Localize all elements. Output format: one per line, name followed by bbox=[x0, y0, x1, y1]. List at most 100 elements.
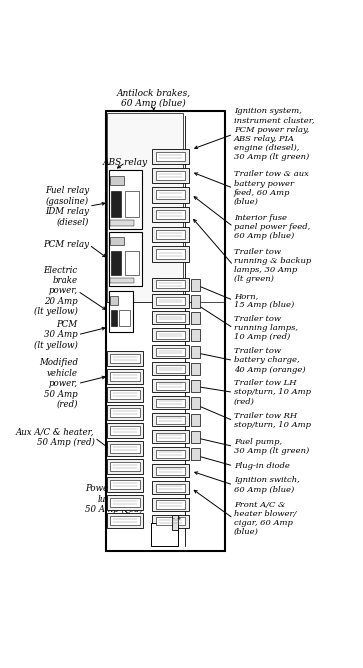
Text: Power seat &
lumbar,
50 Amp (red): Power seat & lumbar, 50 Amp (red) bbox=[85, 484, 143, 514]
Bar bbox=[110, 237, 124, 245]
Bar bbox=[191, 448, 200, 460]
Bar bbox=[110, 297, 118, 305]
Bar bbox=[111, 191, 121, 218]
Bar bbox=[156, 281, 185, 289]
Bar bbox=[156, 152, 185, 161]
Bar bbox=[152, 498, 189, 511]
Bar bbox=[191, 380, 200, 392]
Bar bbox=[125, 191, 139, 218]
Bar bbox=[152, 447, 189, 460]
Bar bbox=[110, 480, 140, 489]
Bar bbox=[110, 426, 140, 435]
Bar bbox=[156, 450, 185, 458]
Bar bbox=[152, 294, 189, 307]
Bar bbox=[110, 354, 140, 363]
Bar bbox=[107, 477, 143, 492]
Bar bbox=[152, 515, 189, 528]
Bar bbox=[152, 168, 189, 183]
Bar bbox=[156, 484, 185, 492]
Bar bbox=[191, 329, 200, 341]
Bar bbox=[156, 433, 185, 441]
Bar bbox=[119, 309, 130, 326]
Bar bbox=[151, 522, 178, 546]
Bar bbox=[107, 113, 183, 303]
Bar bbox=[152, 278, 189, 291]
Bar bbox=[110, 462, 140, 471]
Bar bbox=[152, 345, 189, 359]
Bar bbox=[191, 414, 200, 426]
Bar bbox=[110, 372, 140, 381]
Bar bbox=[152, 396, 189, 409]
Text: Modified
vehicle
power,
50 Amp
(red): Modified vehicle power, 50 Amp (red) bbox=[39, 358, 78, 409]
Bar bbox=[191, 397, 200, 409]
Text: PCM relay: PCM relay bbox=[43, 240, 89, 249]
Bar bbox=[107, 424, 143, 438]
Bar bbox=[152, 226, 189, 242]
Bar bbox=[110, 176, 124, 185]
Bar bbox=[156, 230, 185, 239]
Bar bbox=[125, 250, 139, 275]
Text: PCM
30 Amp
(lt yellow): PCM 30 Amp (lt yellow) bbox=[34, 320, 78, 350]
Bar bbox=[107, 369, 143, 383]
Bar bbox=[191, 295, 200, 307]
Bar bbox=[110, 498, 140, 507]
Bar bbox=[152, 246, 189, 262]
Bar bbox=[111, 250, 121, 275]
Bar bbox=[156, 190, 185, 200]
Bar bbox=[107, 459, 143, 474]
Bar bbox=[109, 232, 142, 286]
Bar bbox=[109, 291, 132, 332]
Text: - +: - + bbox=[174, 516, 182, 522]
Text: Aux A/C & heater,
50 Amp (red): Aux A/C & heater, 50 Amp (red) bbox=[16, 428, 95, 448]
Bar bbox=[191, 346, 200, 359]
Bar bbox=[156, 331, 185, 339]
Text: Fuel relay
(gasoline)
IDM relay
(diesel): Fuel relay (gasoline) IDM relay (diesel) bbox=[45, 186, 89, 226]
Text: Interior fuse
panel power feed,
60 Amp (blue): Interior fuse panel power feed, 60 Amp (… bbox=[234, 214, 310, 240]
Text: Electric
brake
power,
20 Amp
(lt yellow): Electric brake power, 20 Amp (lt yellow) bbox=[34, 266, 78, 317]
Text: Antilock brakes,
60 Amp (blue): Antilock brakes, 60 Amp (blue) bbox=[117, 88, 191, 108]
Bar bbox=[110, 278, 134, 283]
Bar bbox=[152, 311, 189, 325]
Bar bbox=[156, 249, 185, 259]
Bar bbox=[152, 481, 189, 494]
Bar bbox=[152, 362, 189, 375]
Text: Plug-in diode: Plug-in diode bbox=[234, 462, 290, 470]
Bar bbox=[110, 220, 134, 226]
Text: Ignition switch,
60 Amp (blue): Ignition switch, 60 Amp (blue) bbox=[234, 476, 299, 494]
Bar bbox=[156, 348, 185, 356]
Bar bbox=[156, 518, 185, 526]
Bar bbox=[110, 408, 140, 417]
Bar bbox=[110, 516, 140, 525]
Bar bbox=[152, 206, 189, 222]
Bar bbox=[107, 442, 143, 456]
Bar bbox=[110, 390, 140, 399]
Text: Trailer tow RH
stop/turn, 10 Amp: Trailer tow RH stop/turn, 10 Amp bbox=[234, 412, 311, 430]
Bar bbox=[156, 415, 185, 424]
Bar bbox=[107, 387, 143, 401]
Bar bbox=[156, 381, 185, 389]
Bar bbox=[156, 466, 185, 474]
Text: Trailer tow LH
stop/turn, 10 Amp
(red): Trailer tow LH stop/turn, 10 Amp (red) bbox=[234, 379, 311, 405]
Bar bbox=[156, 297, 185, 305]
Bar bbox=[156, 171, 185, 180]
Bar bbox=[156, 365, 185, 373]
Bar bbox=[152, 379, 189, 392]
Bar bbox=[152, 430, 189, 444]
Text: Front A/C &
heater blower/
cigar, 60 Amp
(blue): Front A/C & heater blower/ cigar, 60 Amp… bbox=[234, 500, 296, 536]
Bar bbox=[110, 444, 140, 453]
Bar bbox=[156, 500, 185, 508]
Bar bbox=[172, 515, 178, 530]
Bar bbox=[107, 513, 143, 528]
Bar bbox=[191, 363, 200, 375]
Bar bbox=[152, 413, 189, 426]
Bar bbox=[152, 148, 189, 164]
Bar bbox=[156, 314, 185, 322]
Bar bbox=[156, 399, 185, 407]
Bar bbox=[152, 187, 189, 202]
Bar bbox=[111, 309, 117, 326]
Text: Trailer tow
running lamps,
10 Amp (red): Trailer tow running lamps, 10 Amp (red) bbox=[234, 315, 298, 341]
Text: Horn,
15 Amp (blue): Horn, 15 Amp (blue) bbox=[234, 292, 294, 309]
Bar bbox=[191, 279, 200, 291]
Bar bbox=[152, 328, 189, 341]
Bar bbox=[191, 431, 200, 444]
